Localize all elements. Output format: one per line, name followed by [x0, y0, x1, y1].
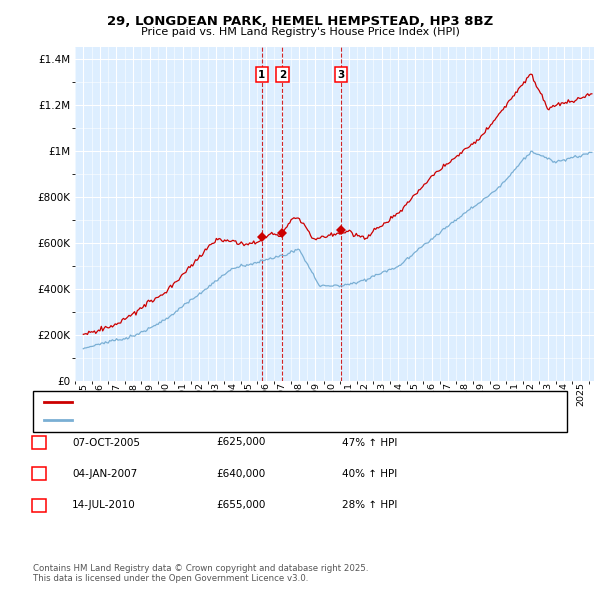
Text: 2: 2 [279, 70, 286, 80]
Text: 40% ↑ HPI: 40% ↑ HPI [342, 469, 397, 478]
Text: 29, LONGDEAN PARK, HEMEL HEMPSTEAD, HP3 8BZ (detached house): 29, LONGDEAN PARK, HEMEL HEMPSTEAD, HP3 … [76, 397, 425, 407]
Text: 3: 3 [337, 70, 344, 80]
Text: HPI: Average price, detached house, Dacorum: HPI: Average price, detached house, Daco… [76, 415, 306, 425]
Text: 1: 1 [35, 438, 43, 447]
Text: 29, LONGDEAN PARK, HEMEL HEMPSTEAD, HP3 8BZ: 29, LONGDEAN PARK, HEMEL HEMPSTEAD, HP3 … [107, 15, 493, 28]
Text: 47% ↑ HPI: 47% ↑ HPI [342, 438, 397, 447]
Text: 1: 1 [258, 70, 265, 80]
Text: £655,000: £655,000 [216, 500, 265, 510]
Text: 3: 3 [35, 500, 43, 510]
Text: Contains HM Land Registry data © Crown copyright and database right 2025.
This d: Contains HM Land Registry data © Crown c… [33, 563, 368, 583]
Text: 14-JUL-2010: 14-JUL-2010 [72, 500, 136, 510]
Text: £640,000: £640,000 [216, 469, 265, 478]
Text: 2: 2 [35, 469, 43, 478]
Text: £625,000: £625,000 [216, 438, 265, 447]
Text: 28% ↑ HPI: 28% ↑ HPI [342, 500, 397, 510]
Text: 04-JAN-2007: 04-JAN-2007 [72, 469, 137, 478]
Text: 07-OCT-2005: 07-OCT-2005 [72, 438, 140, 447]
Text: Price paid vs. HM Land Registry's House Price Index (HPI): Price paid vs. HM Land Registry's House … [140, 27, 460, 37]
